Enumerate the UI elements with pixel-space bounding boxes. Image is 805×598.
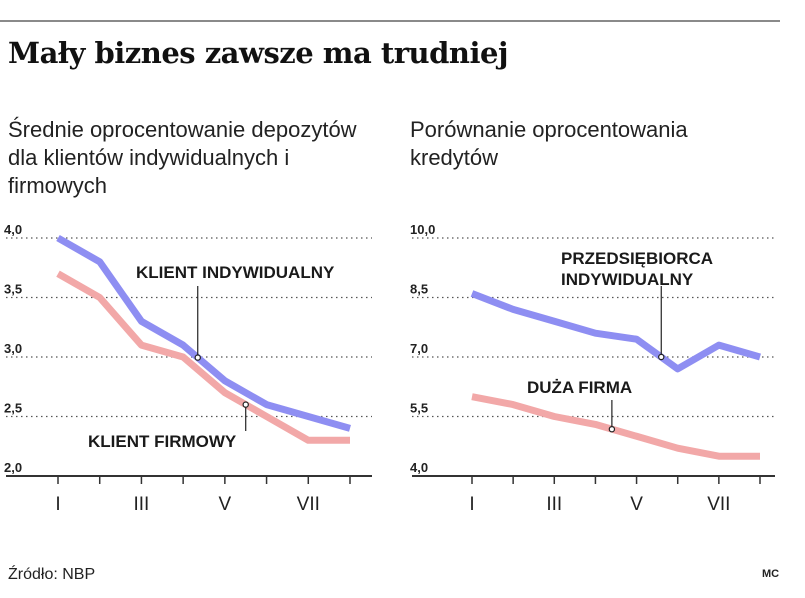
chart-1-x-tick-label: VII	[707, 494, 730, 515]
chart-0-series-0-line	[56, 234, 351, 432]
chart-0-y-tick-label: 3,0	[4, 341, 22, 356]
chart-0-series-1-line	[56, 270, 350, 444]
chart-1-x-tick-label: III	[546, 494, 562, 515]
author-credit: MC	[762, 568, 780, 580]
chart-1-y-tick-label: 8,5	[410, 282, 428, 297]
chart-0-y-tick-label: 4,0	[4, 222, 22, 237]
chart-0-series-0-label: KLIENT INDYWIDUALNY	[136, 263, 335, 282]
left-chart-subtitle: Średnie oprocentowanie depozytów dla kli…	[8, 117, 357, 198]
chart-1-y-tick-label: 4,0	[410, 460, 428, 475]
chart-1-series-0-line	[470, 290, 761, 373]
chart-0-y-tick-label: 2,5	[4, 401, 22, 416]
chart-1-x-tick-label: V	[630, 494, 643, 515]
chart-0-x-tick-label: VII	[297, 494, 320, 515]
chart-1-series-0-label: PRZEDSIĘBIORCA	[561, 249, 713, 268]
chart-0-y-tick-label: 2,0	[4, 460, 22, 475]
chart-1-series-0-label: INDYWIDUALNY	[561, 270, 694, 289]
top-rule	[0, 20, 780, 22]
chart-1-series-1-marker	[608, 425, 616, 433]
source-note: Źródło: NBP	[8, 566, 96, 583]
chart-1-series-1-label: DUŻA FIRMA	[527, 378, 632, 397]
chart-0-x-tick-label: I	[55, 494, 60, 515]
chart-1-series-1-line	[471, 393, 760, 460]
chart-0-series-0-marker	[194, 354, 201, 361]
chart-0-series-1-marker	[242, 401, 249, 408]
chart-0-y-tick-label: 3,5	[4, 282, 22, 297]
chart-0-series-1-label: KLIENT FIRMOWY	[88, 432, 237, 451]
right-chart-subtitle: Porównanie oprocentowania kredytów	[410, 117, 688, 170]
chart-1-y-tick-label: 10,0	[410, 222, 435, 237]
chart-0-x-tick-label: III	[134, 494, 150, 515]
chart-0-x-tick-label: V	[219, 494, 232, 515]
chart-1-y-tick-label: 5,5	[410, 401, 428, 416]
page-title: Mały biznes zawsze ma trudniej	[8, 36, 508, 70]
chart-1-x-tick-label: I	[469, 494, 474, 515]
chart-1-y-tick-label: 7,0	[410, 341, 428, 356]
chart-1-series-0-marker	[658, 353, 665, 361]
